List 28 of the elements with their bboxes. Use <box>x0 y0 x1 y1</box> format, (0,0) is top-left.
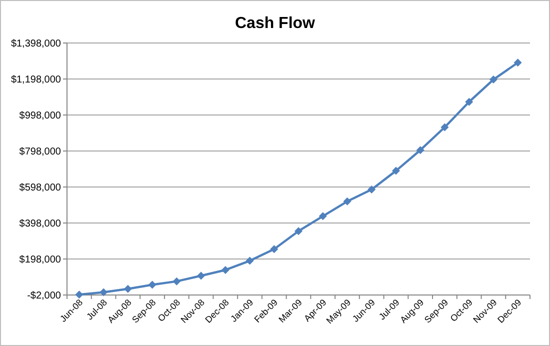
y-tick-label: $998,000 <box>19 110 62 122</box>
point <box>197 272 206 280</box>
y-tick-label: $1,398,000 <box>10 38 62 50</box>
point <box>294 227 302 236</box>
point <box>318 212 327 220</box>
point <box>124 284 132 293</box>
point <box>100 288 108 296</box>
point <box>343 197 352 206</box>
point <box>221 266 230 274</box>
point <box>392 166 400 175</box>
point <box>172 277 181 286</box>
point <box>270 245 278 254</box>
point <box>75 290 84 299</box>
y-tick-label: $798,000 <box>19 146 62 158</box>
y-tick-label: $598,000 <box>19 182 62 194</box>
chart-title: Cash Flow <box>234 15 316 32</box>
point <box>416 146 424 154</box>
point <box>148 280 156 289</box>
point <box>246 256 254 265</box>
point <box>514 58 522 67</box>
y-tick-label: -$2,000 <box>27 290 62 302</box>
y-tick-label: $1,198,000 <box>10 74 62 86</box>
y-tick-label: $198,000 <box>19 254 62 266</box>
y-tick-label: $398,000 <box>19 218 62 230</box>
point <box>440 123 449 132</box>
point <box>489 76 498 84</box>
point <box>368 186 376 194</box>
point <box>465 98 474 106</box>
